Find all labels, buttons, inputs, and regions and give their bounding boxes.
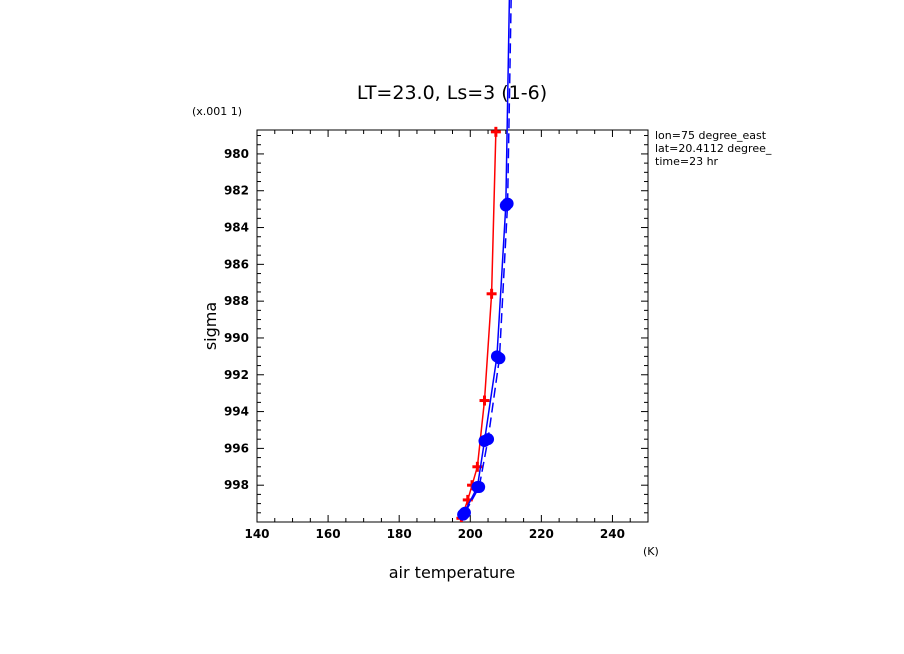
annotation-time: time=23 hr [655, 155, 719, 168]
x-tick-label: 180 [387, 527, 412, 541]
x-tick-label: 240 [600, 527, 625, 541]
y-tick-label: 980 [224, 147, 249, 161]
plot-frame [256, 129, 649, 523]
series-1-point [490, 126, 501, 137]
y-tick-label: 992 [224, 368, 249, 382]
x-tick-label: 220 [529, 527, 554, 541]
series-layer [456, 0, 514, 522]
y-tick-label: 996 [224, 441, 249, 455]
x-unit-label: (K) [643, 545, 659, 558]
x-tick-label: 140 [244, 527, 269, 541]
series-line-1 [460, 131, 497, 519]
y-tick-label: 982 [224, 184, 249, 198]
y-tick-label: 988 [224, 294, 249, 308]
y-tick-label: 990 [224, 331, 249, 345]
annotation-lon: lon=75 degree_east [655, 129, 767, 142]
x-axis-label: air temperature [389, 563, 515, 582]
y-tick-label: 998 [224, 478, 249, 492]
series-1-point [486, 288, 497, 299]
series-3-point [482, 433, 495, 446]
y-axis-label: sigma [201, 302, 220, 350]
chart-title: LT=23.0, Ls=3 (1-6) [357, 82, 547, 104]
ticks-layer: 140 160 180 200 220 240 980 982 984 986 988 990 992 9… [224, 130, 649, 541]
series-3-point [458, 506, 471, 519]
series-3-point [473, 481, 486, 494]
annotation-lat: lat=20.4112 degree_ [655, 142, 772, 155]
series-3-point [501, 197, 514, 210]
y-multiplier-label: (x.001 1) [192, 105, 242, 118]
x-tick-label: 200 [458, 527, 483, 541]
x-tick-label: 160 [316, 527, 341, 541]
y-tick-label: 984 [224, 221, 249, 235]
series-1-point [479, 395, 490, 406]
y-tick-label: 986 [224, 257, 249, 271]
series-3-point [493, 352, 506, 365]
y-tick-label: 994 [224, 405, 249, 419]
